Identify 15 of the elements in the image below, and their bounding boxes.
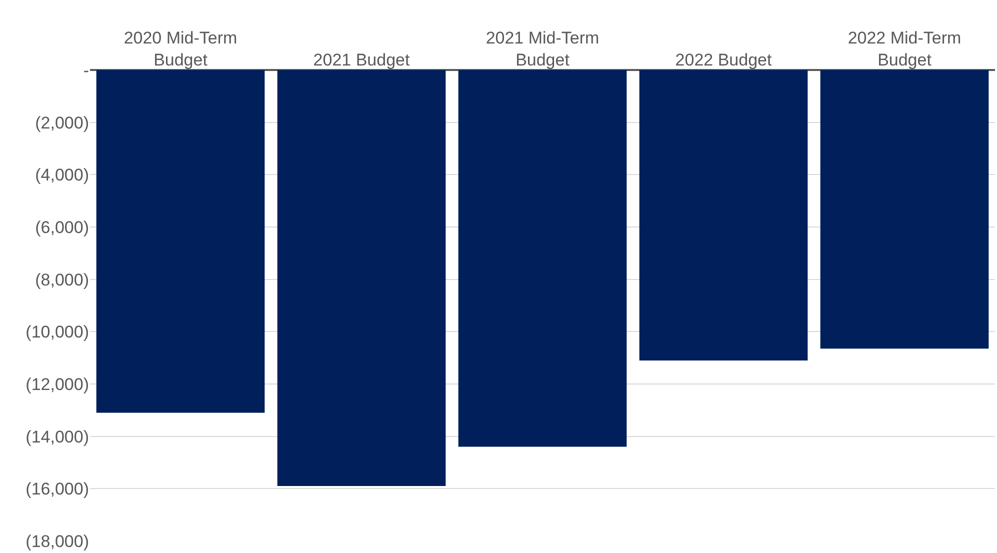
y-tick-label: (18,000) bbox=[26, 532, 89, 551]
x-tick-label: 2020 Mid-Term Budget bbox=[124, 28, 238, 70]
y-tick-label: - bbox=[83, 60, 89, 80]
x-tick-label: 2022 Budget bbox=[675, 50, 772, 70]
y-tick-label: (2,000) bbox=[35, 113, 89, 132]
y-tick-label: (6,000) bbox=[35, 218, 89, 237]
x-tick-label: 2021 Budget bbox=[313, 50, 410, 70]
y-tick-label: (8,000) bbox=[35, 270, 89, 290]
y-tick-label: (16,000) bbox=[26, 480, 89, 499]
y-tick-label: (14,000) bbox=[26, 427, 89, 446]
y-tick-label: (4,000) bbox=[35, 166, 89, 185]
x-tick-label: 2022 Mid-Term Budget bbox=[848, 28, 962, 70]
x-tick-label: 2021 Mid-Term Budget bbox=[486, 28, 600, 70]
y-tick-label: (12,000) bbox=[26, 374, 89, 394]
y-tick-label: (10,000) bbox=[26, 322, 89, 342]
